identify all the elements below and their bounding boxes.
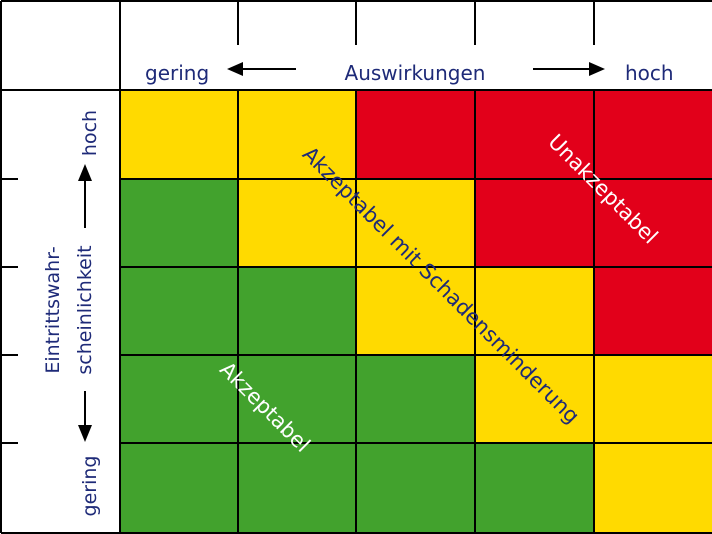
matrix-cell-yellow (475, 355, 594, 443)
probability-axis-title-line2: scheinlichkeit (74, 245, 96, 374)
matrix-cell-red (356, 90, 475, 179)
impact-high-label: hoch (625, 61, 674, 85)
matrix-cells (120, 90, 712, 532)
probability-low-label: gering (79, 456, 101, 517)
matrix-cell-green (356, 355, 475, 443)
matrix-cell-green (120, 443, 238, 532)
matrix-cell-green (238, 355, 356, 443)
matrix-cell-yellow (356, 179, 475, 267)
matrix-cell-green (120, 267, 238, 355)
matrix-cell-yellow (594, 355, 712, 443)
arrow-down-icon (78, 391, 92, 442)
matrix-cell-red (594, 267, 712, 355)
matrix-cell-green (238, 443, 356, 532)
matrix-cell-red (475, 179, 594, 267)
matrix-cell-yellow (238, 179, 356, 267)
probability-axis-title-line1: Eintrittswahr- (42, 246, 64, 373)
matrix-cell-red (594, 179, 712, 267)
impact-axis-title: Auswirkungen (345, 61, 486, 85)
matrix-cell-yellow (356, 267, 475, 355)
probability-high-label: hoch (79, 110, 101, 156)
matrix-cell-green (238, 267, 356, 355)
impact-low-label: gering (145, 61, 209, 85)
matrix-cell-green (120, 355, 238, 443)
matrix-cell-red (594, 90, 712, 179)
matrix-cell-yellow (594, 443, 712, 532)
matrix-cell-red (475, 90, 594, 179)
arrow-up-icon (78, 164, 92, 228)
matrix-cell-yellow (475, 267, 594, 355)
matrix-cell-yellow (120, 90, 238, 179)
arrow-right-icon (533, 62, 605, 76)
matrix-cell-green (475, 443, 594, 532)
matrix-cell-yellow (238, 90, 356, 179)
arrow-left-icon (227, 62, 296, 76)
matrix-cell-green (356, 443, 475, 532)
matrix-cell-green (120, 179, 238, 267)
